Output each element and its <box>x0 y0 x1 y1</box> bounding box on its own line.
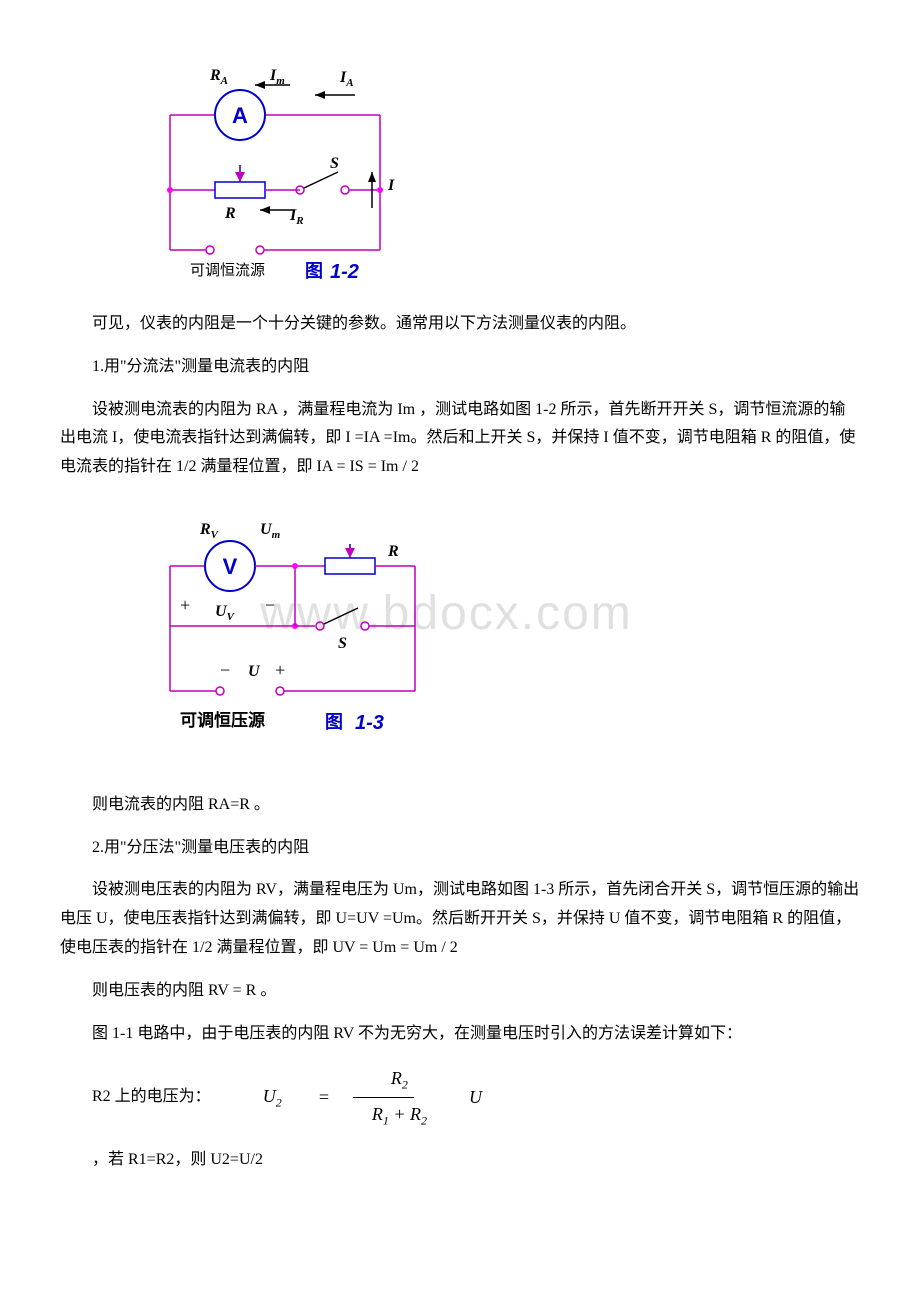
label-plus-2: + <box>275 660 285 680</box>
formula-prefix: R2 上的电压为： <box>60 1083 211 1112</box>
circuit-diagram-1-3: V RV Um R S + UV − <box>140 516 460 746</box>
label-S: S <box>330 155 339 172</box>
label-IR-sub: R <box>295 215 303 227</box>
para-7: 则电压表的内阻 RV = R 。 <box>60 977 860 1006</box>
figure-caption-num-1: 1-2 <box>330 261 359 283</box>
figure-caption-1: 图 <box>305 261 323 281</box>
figure-1-2: A RA Im IA S R IR <box>140 60 860 290</box>
label-Um-sub: m <box>272 529 281 541</box>
label-RA: R <box>209 67 221 84</box>
label-R-2: R <box>387 543 399 560</box>
label-RA-sub: A <box>220 75 228 87</box>
source-label-1: 可调恒流源 <box>190 262 265 279</box>
label-minus-2: − <box>220 660 230 680</box>
label-minus-1: − <box>265 595 275 615</box>
label-I: I <box>387 177 395 194</box>
formula-u2: U2 = R2 R1 + R2 U <box>231 1062 482 1131</box>
figure-caption-num-2: 1-3 <box>355 712 384 734</box>
para-2: 1.用"分流法"测量电流表的内阻 <box>60 353 860 382</box>
para-10: ，若 R1=R2，则 U2=U/2 <box>60 1146 860 1175</box>
label-RV-sub: V <box>211 529 220 541</box>
svg-text:Im: Im <box>269 67 285 87</box>
figure-caption-2: 图 <box>325 712 343 732</box>
svg-text:RV: RV <box>199 521 220 541</box>
label-S-2: S <box>338 635 347 652</box>
label-UV-sub: V <box>227 611 236 623</box>
para-4: 则电流表的内阻 RA=R 。 <box>60 791 860 820</box>
para-6: 设被测电压表的内阻为 RV，满量程电压为 Um，测试电路如图 1-3 所示，首先… <box>60 876 860 962</box>
para-5: 2.用"分压法"测量电压表的内阻 <box>60 834 860 863</box>
formula-row: R2 上的电压为： U2 = R2 R1 + R2 U <box>60 1062 860 1131</box>
svg-text:Um: Um <box>260 521 281 541</box>
source-label-2: 可调恒压源 <box>180 710 265 730</box>
label-IA-sub: A <box>345 77 353 89</box>
label-RV: R <box>199 521 211 538</box>
figure-1-3: www.bdocx.com V RV Um R S + <box>140 516 460 746</box>
para-8: 图 1-1 电路中，由于电压表的内阻 RV 不为无穷大，在测量电压时引入的方法误… <box>60 1020 860 1049</box>
svg-text:RA: RA <box>209 67 228 87</box>
svg-text:IA: IA <box>339 69 354 89</box>
label-plus-1: + <box>180 595 190 615</box>
ammeter-label: A <box>232 103 248 128</box>
label-U: U <box>248 663 261 680</box>
voltmeter-label: V <box>223 554 238 579</box>
para-1: 可见，仪表的内阻是一个十分关键的参数。通常用以下方法测量仪表的内阻。 <box>60 310 860 339</box>
circuit-diagram-1-2: A RA Im IA S R IR <box>140 60 420 290</box>
para-3: 设被测电流表的内阻为 RA ，满量程电流为 Im ，测试电路如图 1-2 所示，… <box>60 396 860 482</box>
svg-text:UV: UV <box>215 603 236 623</box>
label-R: R <box>224 205 236 222</box>
